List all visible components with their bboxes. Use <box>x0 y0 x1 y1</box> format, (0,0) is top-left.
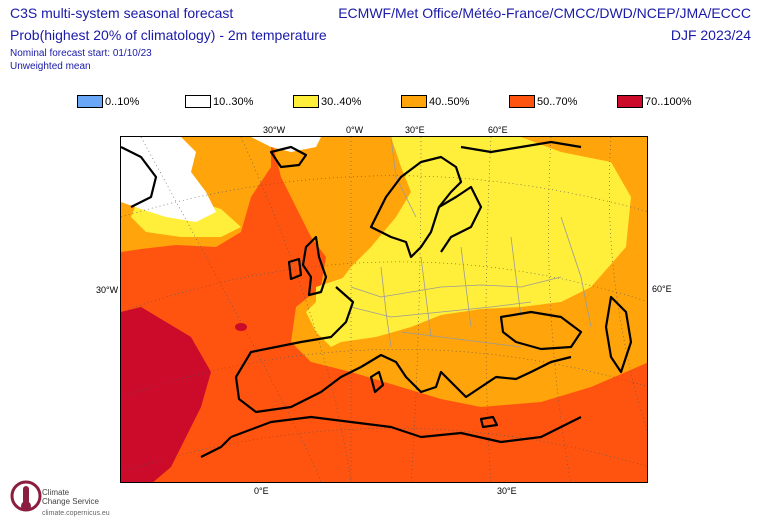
lon-label-top: 0°W <box>346 125 364 135</box>
forecast-map <box>120 136 648 483</box>
region-70-100 <box>235 323 247 331</box>
model-systems-title: ECMWF/Met Office/Météo-France/CMCC/DWD/N… <box>338 5 751 21</box>
weighting-text: Unweighted mean <box>10 61 91 72</box>
color-legend: 0..10% 10..30% 30..40% 40..50% 50..70% 7… <box>0 95 761 111</box>
region-70-100 <box>121 307 211 482</box>
legend-label: 40..50% <box>429 96 470 108</box>
thermometer-globe-icon <box>10 480 42 512</box>
logo-url: climate.copernicus.eu <box>42 510 110 517</box>
country-borders <box>350 137 592 348</box>
region-30-40 <box>316 277 361 347</box>
lon-label-right: 60°E <box>652 284 672 294</box>
lon-label-bottom: 30°E <box>497 486 517 496</box>
lon-label-left: 30°W <box>96 285 119 295</box>
legend-label: 10..30% <box>213 96 254 108</box>
coastlines <box>121 140 633 458</box>
region-30-40 <box>306 137 631 342</box>
map-title: C3S multi-system seasonal forecast <box>10 5 234 21</box>
region-10-30 <box>251 137 321 152</box>
legend-swatch <box>77 95 103 108</box>
legend-label: 70..100% <box>645 96 692 108</box>
lon-label-top: 30°E <box>405 125 425 135</box>
legend-label: 30..40% <box>321 96 362 108</box>
lon-label-bottom: 0°E <box>254 486 269 496</box>
legend-label: 50..70% <box>537 96 578 108</box>
legend-swatch <box>293 95 319 108</box>
lon-label-top: 60°E <box>488 125 508 135</box>
logo-name-line2: Change Service <box>42 497 99 506</box>
legend-swatch <box>185 95 211 108</box>
forecast-start-text: Nominal forecast start: 01/10/23 <box>10 48 152 59</box>
season-label: DJF 2023/24 <box>670 27 751 43</box>
map-subtitle: Prob(highest 20% of climatology) - 2m te… <box>10 27 327 43</box>
graticule <box>121 137 647 482</box>
probability-map-svg <box>121 137 647 482</box>
logo-name-line1: Climate <box>42 488 70 497</box>
legend-swatch <box>617 95 643 108</box>
legend-label: 0..10% <box>105 96 140 108</box>
legend-swatch <box>401 95 427 108</box>
copernicus-logo <box>8 478 148 520</box>
legend-swatch <box>509 95 535 108</box>
lon-label-top: 30°W <box>263 125 286 135</box>
